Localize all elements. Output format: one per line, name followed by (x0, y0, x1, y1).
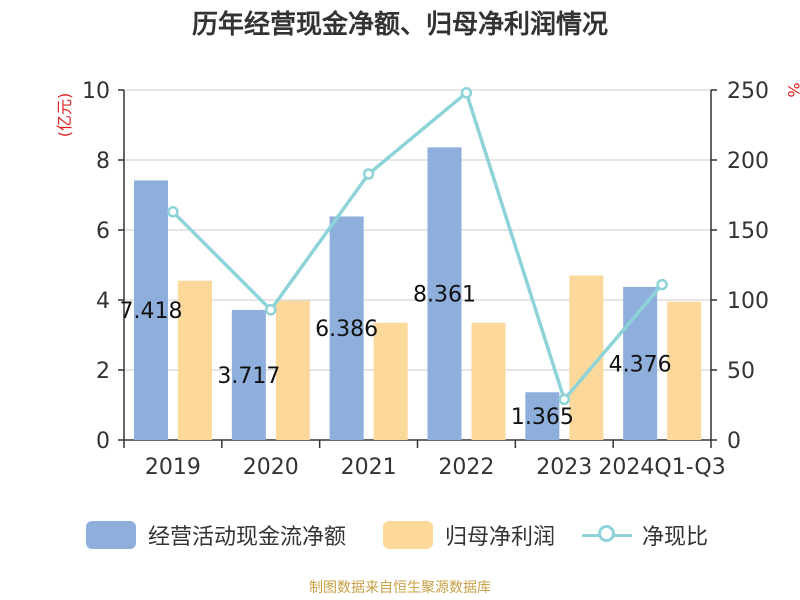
y-left-tick-label: 10 (82, 79, 110, 104)
bar-cashflow (427, 147, 462, 441)
legend-label-ratio: 净现比 (642, 525, 709, 550)
chart-legend: 经营活动现金流净额 归母净利润 净现比 (0, 517, 800, 557)
line-ratio (171, 91, 664, 402)
y-left-tick-label: 2 (96, 359, 110, 384)
bar-profit (178, 280, 212, 440)
point-ratio (558, 393, 570, 406)
point-ratio (460, 87, 473, 99)
legend-label-profit: 归母净利润 (445, 525, 556, 550)
y-right-tick-label: 150 (727, 219, 769, 244)
x-tick-label: 2022 (438, 455, 494, 480)
point-ratio (656, 278, 668, 291)
bar-profit (275, 300, 310, 440)
legend-item-profit[interactable]: 归母净利润 (383, 517, 555, 553)
x-tick-label: 2020 (243, 455, 299, 480)
bar-profit (373, 322, 408, 440)
legend-swatch-ratio (582, 521, 632, 549)
y-left-unit: (亿元) (55, 93, 74, 138)
y-right-tick-label: 0 (727, 429, 741, 454)
bar-profit (667, 301, 702, 440)
y-right-tick-label: 250 (727, 79, 769, 104)
x-tick-label: 2024Q1-Q3 (598, 455, 725, 480)
data-label-cashflow: 4.376 (609, 352, 672, 377)
data-label-cashflow: 7.418 (120, 299, 183, 324)
x-tick-label: 2023 (536, 455, 592, 480)
point-ratio (362, 168, 375, 180)
data-label-cashflow: 6.386 (315, 317, 378, 342)
legend-item-ratio[interactable]: 净现比 (582, 517, 708, 553)
y-left-tick-label: 6 (96, 219, 110, 244)
legend-swatch-profit (383, 521, 433, 549)
legend-swatch-cashflow (86, 521, 136, 549)
chart-title: 历年经营现金净额、归母净利润情况 (191, 10, 608, 40)
y-left-tick-label: 4 (96, 289, 110, 314)
y-right-tick-label: 50 (727, 359, 755, 384)
legend-item-cashflow[interactable]: 经营活动现金流净额 (86, 517, 346, 553)
bar-cashflow (134, 180, 168, 440)
bar-cashflow (329, 216, 364, 440)
y-left-tick-label: 0 (96, 429, 110, 454)
data-label-cashflow: 8.361 (413, 283, 476, 308)
bar-profit (471, 322, 506, 440)
bar-cashflow (231, 309, 266, 440)
point-ratio (167, 206, 179, 218)
y-right-unit: % (784, 82, 800, 97)
x-tick-label: 2021 (341, 455, 397, 480)
data-label-cashflow: 1.365 (511, 405, 574, 430)
legend-label-cashflow: 经营活动现金流净额 (148, 525, 347, 550)
source-note: 制图数据来自恒生聚源数据库 (309, 580, 491, 596)
x-tick-label: 2019 (145, 455, 201, 480)
data-label-cashflow: 3.717 (217, 364, 280, 389)
point-ratio (265, 304, 277, 316)
y-left-tick-label: 8 (96, 149, 110, 174)
y-right-tick-label: 200 (727, 149, 769, 174)
bar-cashflow (525, 392, 560, 440)
y-right-tick-label: 100 (727, 289, 769, 314)
